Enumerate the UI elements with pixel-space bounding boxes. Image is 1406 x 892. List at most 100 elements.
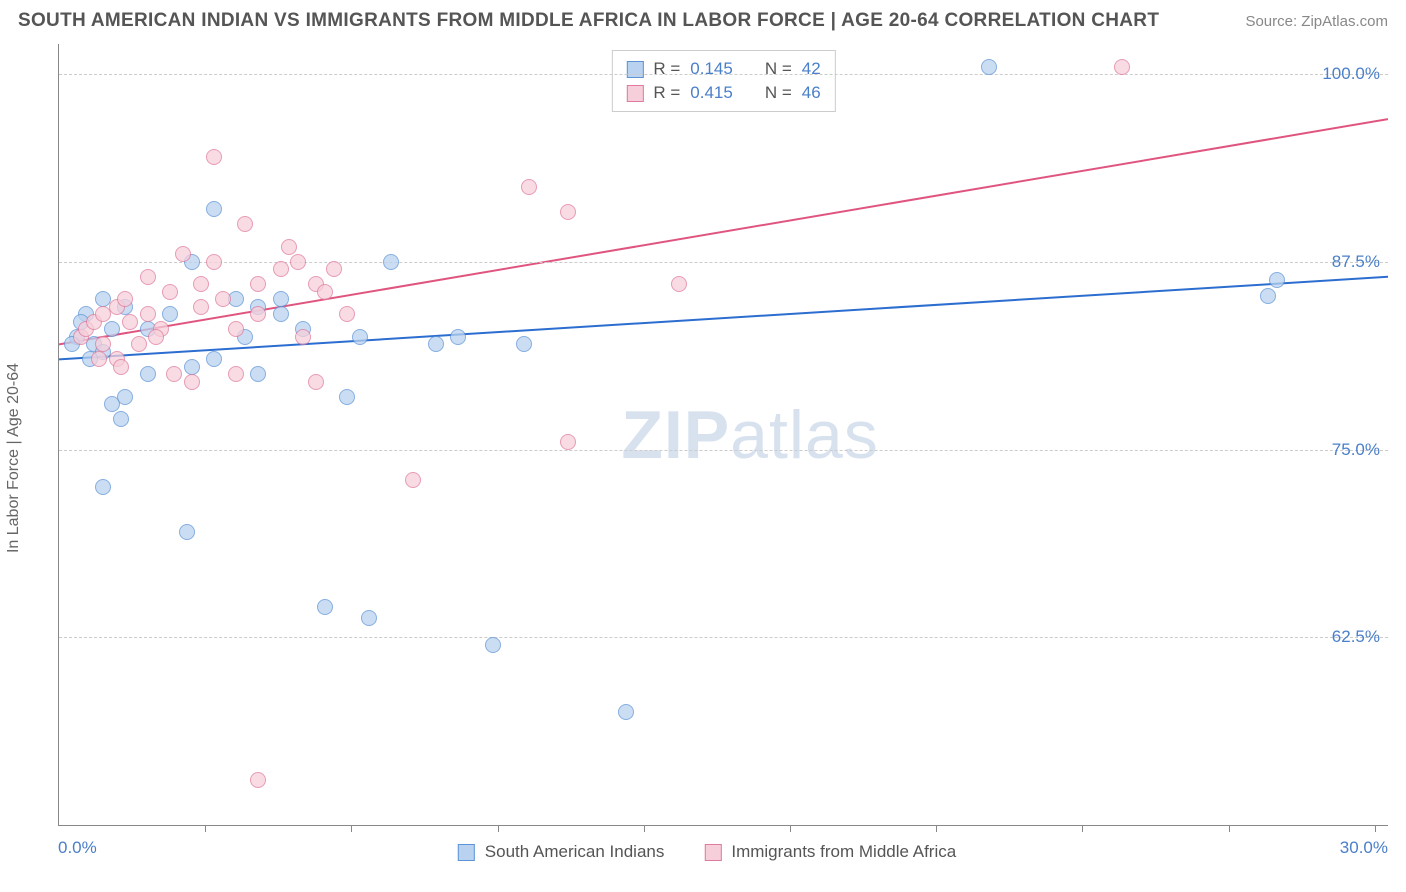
series-legend-item: South American Indians — [458, 842, 665, 862]
data-point — [485, 637, 501, 653]
series-legend-item: Immigrants from Middle Africa — [704, 842, 956, 862]
data-point — [361, 610, 377, 626]
n-value: 46 — [802, 83, 821, 103]
data-point — [250, 772, 266, 788]
data-point — [273, 291, 289, 307]
data-point — [450, 329, 466, 345]
r-label: R = — [653, 83, 680, 103]
gridline — [59, 637, 1388, 638]
correlation-legend: R = 0.145 N = 42 R = 0.415 N = 46 — [611, 50, 835, 112]
data-point — [618, 704, 634, 720]
data-point — [228, 366, 244, 382]
data-point — [184, 359, 200, 375]
data-point — [317, 284, 333, 300]
data-point — [521, 179, 537, 195]
data-point — [148, 329, 164, 345]
chart-title: SOUTH AMERICAN INDIAN VS IMMIGRANTS FROM… — [18, 10, 1159, 32]
data-point — [228, 321, 244, 337]
data-point — [95, 336, 111, 352]
data-point — [104, 321, 120, 337]
legend-swatch — [626, 85, 643, 102]
data-point — [981, 59, 997, 75]
data-point — [560, 204, 576, 220]
data-point — [290, 254, 306, 270]
correlation-legend-row: R = 0.145 N = 42 — [626, 57, 820, 81]
data-point — [215, 291, 231, 307]
data-point — [339, 306, 355, 322]
data-point — [140, 306, 156, 322]
plot-area: ZIPatlas R = 0.145 N = 42 R = 0.415 N = 46 62.5… — [58, 44, 1388, 826]
data-point — [140, 366, 156, 382]
data-point — [516, 336, 532, 352]
data-point — [352, 329, 368, 345]
data-point — [206, 351, 222, 367]
data-point — [405, 472, 421, 488]
data-point — [273, 306, 289, 322]
x-axis-min-label: 0.0% — [58, 838, 97, 858]
data-point — [250, 306, 266, 322]
data-point — [117, 389, 133, 405]
legend-swatch — [704, 844, 721, 861]
data-point — [117, 291, 133, 307]
data-point — [237, 216, 253, 232]
data-point — [1260, 288, 1276, 304]
data-point — [1269, 272, 1285, 288]
n-value: 42 — [802, 59, 821, 79]
x-tick — [1082, 825, 1083, 832]
data-point — [184, 374, 200, 390]
data-point — [131, 336, 147, 352]
data-point — [175, 246, 191, 262]
watermark: ZIPatlas — [621, 396, 878, 474]
data-point — [339, 389, 355, 405]
series-label: Immigrants from Middle Africa — [731, 842, 956, 862]
x-tick — [790, 825, 791, 832]
data-point — [162, 284, 178, 300]
data-point — [671, 276, 687, 292]
y-tick-label: 100.0% — [1322, 64, 1380, 84]
data-point — [95, 479, 111, 495]
chart-container: In Labor Force | Age 20-64 ZIPatlas R =0… — [26, 44, 1388, 872]
y-axis-label: In Labor Force | Age 20-64 — [5, 363, 23, 553]
data-point — [560, 434, 576, 450]
x-tick — [644, 825, 645, 832]
data-point — [273, 261, 289, 277]
data-point — [162, 306, 178, 322]
data-point — [295, 329, 311, 345]
data-point — [206, 201, 222, 217]
data-point — [140, 269, 156, 285]
data-point — [1114, 59, 1130, 75]
series-label: South American Indians — [485, 842, 665, 862]
source-label: Source: ZipAtlas.com — [1245, 13, 1388, 30]
y-tick-label: 75.0% — [1332, 440, 1380, 460]
legend-swatch — [458, 844, 475, 861]
x-tick — [1229, 825, 1230, 832]
trend-lines — [59, 44, 1388, 825]
data-point — [193, 276, 209, 292]
n-label: N = — [765, 59, 792, 79]
series-legend: South American Indians Immigrants from Mi… — [458, 842, 956, 862]
data-point — [166, 366, 182, 382]
data-point — [91, 351, 107, 367]
y-tick-label: 62.5% — [1332, 627, 1380, 647]
n-label: N = — [765, 83, 792, 103]
data-point — [193, 299, 209, 315]
r-value: 0.145 — [690, 59, 733, 79]
gridline — [59, 450, 1388, 451]
r-value: 0.415 — [690, 83, 733, 103]
data-point — [428, 336, 444, 352]
data-point — [206, 254, 222, 270]
data-point — [206, 149, 222, 165]
x-tick — [936, 825, 937, 832]
data-point — [122, 314, 138, 330]
x-tick — [1375, 825, 1376, 832]
correlation-legend-row: R = 0.415 N = 46 — [626, 81, 820, 105]
data-point — [281, 239, 297, 255]
r-label: R = — [653, 59, 680, 79]
data-point — [250, 276, 266, 292]
data-point — [113, 359, 129, 375]
x-tick — [498, 825, 499, 832]
x-tick — [351, 825, 352, 832]
x-axis-max-label: 30.0% — [1340, 838, 1388, 858]
gridline — [59, 262, 1388, 263]
y-tick-label: 87.5% — [1332, 252, 1380, 272]
